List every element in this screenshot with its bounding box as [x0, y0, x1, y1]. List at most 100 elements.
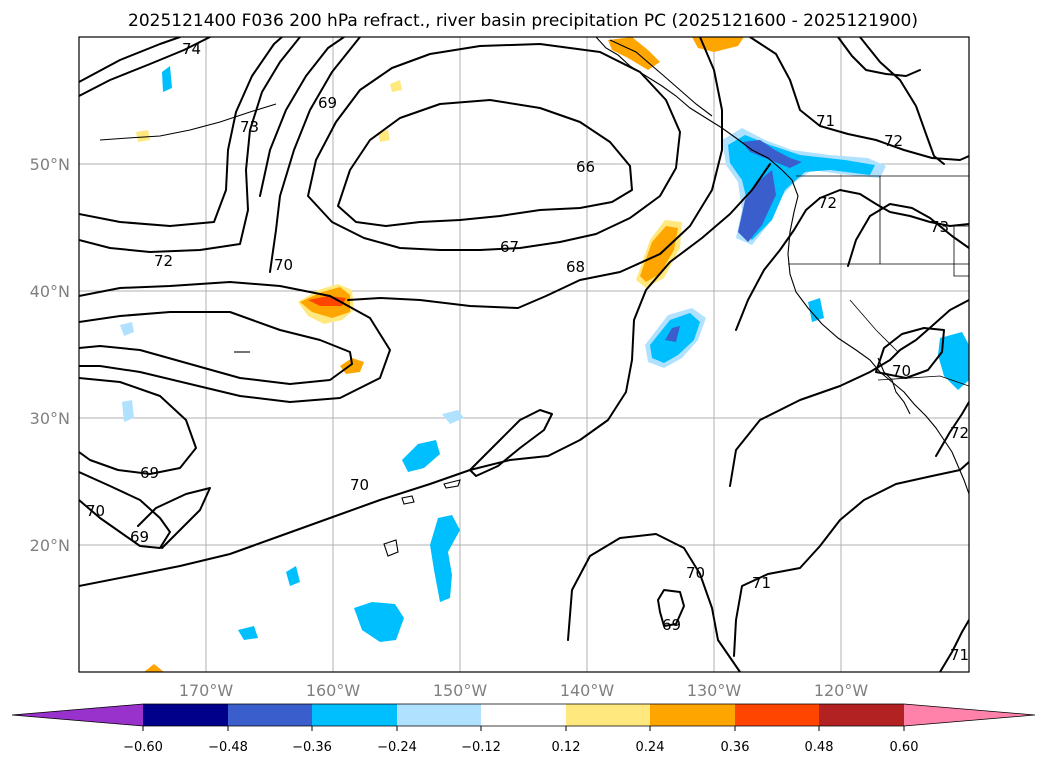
- shade-positive-north-small-b: [136, 130, 150, 142]
- contour-label-69-west: 69: [140, 464, 159, 482]
- shade-negative-east-30n: [442, 410, 464, 424]
- contour-70-rockies: [875, 327, 945, 379]
- colorbar-label-0-24: 0.24: [636, 740, 665, 755]
- contour-70-center: [469, 409, 553, 477]
- shade-negative-vancouver-core: [742, 140, 802, 168]
- contour-label-70-west: 70: [274, 256, 293, 274]
- north-america-coastline: [595, 37, 969, 495]
- alaska-panhandle: [609, 39, 713, 117]
- colorbar-segment-1: [143, 704, 228, 726]
- shade-negative-south-small-b: [238, 626, 258, 640]
- contour-label-70-rockies: 70: [892, 362, 911, 380]
- contour-72-northeast: [859, 37, 945, 165]
- colorbar-tick-marks: [142, 726, 905, 731]
- colorbar-segment-7: [650, 704, 735, 726]
- contour-66: [337, 99, 633, 227]
- shade-negative-california: [808, 298, 824, 322]
- shade-negative-aleutian: [162, 66, 172, 92]
- hawaii-island-c: [443, 479, 461, 489]
- shade-negative-rockies: [938, 332, 969, 390]
- colorbar-tick-labels: −0.60 −0.48 −0.36 −0.24 −0.12 0.12 0.24 …: [123, 740, 918, 755]
- colorbar-extend-low: [12, 704, 143, 726]
- contour-71-south: [733, 461, 969, 657]
- contour-label-72-north: 72: [884, 132, 903, 150]
- contour-label-69-north: 69: [318, 94, 337, 112]
- contour-label-71-south: 71: [752, 574, 771, 592]
- contour-label-72-southeast: 72: [950, 424, 969, 442]
- shade-negative-hawaii-east: [430, 515, 460, 602]
- contour-69-west-outer: [79, 281, 391, 403]
- contour-70-south: [567, 533, 741, 672]
- map-area: 74 73 69 66 67 68 71 72 72 70 72 73 70 6…: [79, 37, 969, 672]
- contour-71-east: [729, 299, 969, 487]
- colorbar-label-neg-0-24: −0.24: [377, 740, 417, 755]
- contour-70-main: [79, 163, 771, 587]
- x-axis-ticks: 170°W 160°W 150°W 140°W 130°W 120°W: [179, 681, 869, 700]
- colorbar-label-0-12: 0.12: [552, 740, 581, 755]
- contour-label-69-southwest: 69: [130, 528, 149, 546]
- hawaii-island-a: [401, 495, 415, 505]
- contour-67: [307, 43, 681, 251]
- contour-71-southeast: [939, 619, 969, 672]
- contour-74: [79, 37, 211, 97]
- chart-title: 2025121400 F036 200 hPa refract., river …: [128, 11, 918, 31]
- colorbar-extend-high: [904, 704, 1035, 726]
- y-tick-20n: 20°N: [30, 536, 70, 555]
- shade-negative-central-pacific-core: [665, 326, 680, 342]
- contour-label-73: 73: [240, 118, 259, 136]
- shade-positive-west-small: [340, 358, 364, 374]
- y-tick-40n: 40°N: [30, 282, 70, 301]
- baja-california-coastline: [877, 357, 911, 415]
- y-tick-50n: 50°N: [30, 155, 70, 174]
- contour-69-south: [137, 487, 211, 549]
- colorbar: −0.60 −0.48 −0.36 −0.24 −0.12 0.12 0.24 …: [11, 703, 1036, 755]
- x-tick-150w: 150°W: [433, 681, 488, 700]
- contour-label-73-east: 73: [930, 218, 949, 236]
- colorbar-label-neg-0-60: −0.60: [123, 740, 163, 755]
- contour-label-72-west: 72: [154, 252, 173, 270]
- contour-labels: 74 73 69 66 67 68 71 72 72 70 72 73 70 6…: [86, 40, 969, 664]
- map-background: [79, 37, 969, 672]
- contour-label-71-north: 71: [816, 112, 835, 130]
- x-tick-160w: 160°W: [306, 681, 361, 700]
- colorbar-segment-5: [481, 704, 566, 726]
- contour-label-67: 67: [500, 238, 519, 256]
- shade-negative-west-small: [120, 322, 134, 336]
- colorbar-segment-6: [566, 704, 650, 726]
- contour-label-71-southeast: 71: [950, 646, 969, 664]
- map-frame: [78, 36, 970, 673]
- x-tick-170w: 170°W: [179, 681, 234, 700]
- colorbar-label-neg-0-36: −0.36: [292, 740, 332, 755]
- coastlines: [99, 37, 969, 557]
- us-mexico-border: [877, 375, 969, 387]
- shade-negative-west-30n: [122, 400, 134, 422]
- contour-label-74: 74: [182, 40, 201, 58]
- contour-lines: [79, 37, 969, 672]
- contour-71-north: [837, 37, 921, 77]
- colorbar-label-neg-0-48: −0.48: [208, 740, 248, 755]
- colorbar-label-neg-0-12: −0.12: [461, 740, 501, 755]
- contour-72-east: [735, 189, 969, 331]
- y-tick-30n: 30°N: [30, 409, 70, 428]
- colorbar-label-0-48: 0.48: [805, 740, 834, 755]
- contour-74-north: [79, 37, 181, 83]
- contour-label-68: 68: [566, 258, 585, 276]
- state-border-c: [849, 299, 899, 353]
- contour-70-north: [269, 37, 361, 273]
- contour-70-southwest: [79, 471, 171, 549]
- colorbar-segment-9: [819, 704, 904, 726]
- contour-label-69-south: 69: [662, 616, 681, 634]
- contour-label-70-south: 70: [686, 564, 705, 582]
- x-tick-130w: 130°W: [687, 681, 742, 700]
- x-tick-140w: 140°W: [560, 681, 615, 700]
- contour-label-66: 66: [576, 158, 595, 176]
- shade-positive-north-small-c: [390, 80, 402, 92]
- colorbar-segment-2: [228, 704, 312, 726]
- hawaii-island-b: [383, 539, 399, 557]
- contour-69-south-small: [657, 589, 685, 627]
- shade-negative-south-small-a: [286, 566, 300, 586]
- contour-69-west-inner: [79, 311, 353, 385]
- contour-72-southeast: [935, 401, 969, 457]
- contour-label-70-center: 70: [350, 476, 369, 494]
